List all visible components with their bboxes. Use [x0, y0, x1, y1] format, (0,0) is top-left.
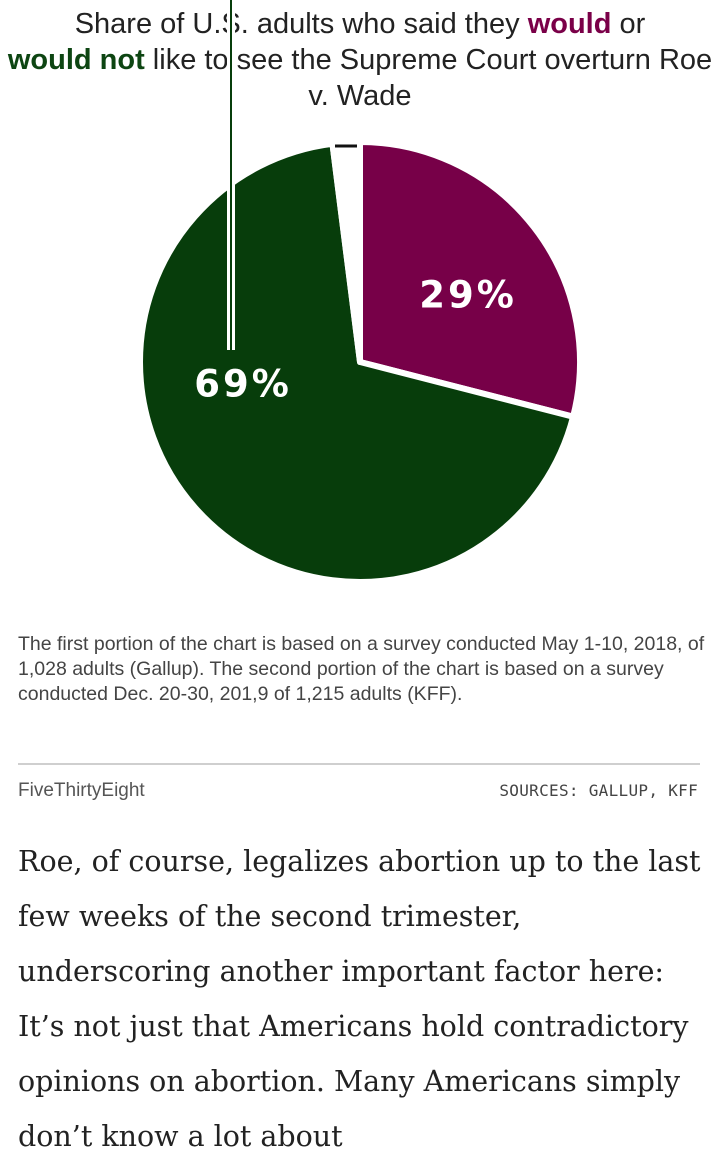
pie-chart: 29% 69% — [137, 0, 583, 585]
pie-slice-would — [357, 139, 583, 420]
chart-title: Share of U.S. adults who said they would… — [0, 6, 720, 114]
title-would: would — [527, 8, 612, 40]
pie-label-would: 29% — [419, 274, 517, 317]
article-paragraph: Roe, of course, legalizes abortion up to… — [18, 845, 701, 1153]
chart-note: The first portion of the chart is based … — [18, 633, 705, 705]
pie-slices — [137, 139, 583, 585]
title-part-1: Share of U.S. adults who said they — [74, 8, 528, 40]
title-part-2: or — [611, 8, 646, 40]
sources-credit: SOURCES: GALLUP, KFF — [499, 781, 698, 800]
pie-labels: 29% 69% — [194, 274, 517, 406]
title-part-3: like to see the Supreme Court overturn R… — [144, 44, 713, 112]
pie-slice-would-not — [137, 140, 577, 585]
brand-logo: FiveThirtyEight — [18, 780, 145, 801]
footer-divider — [18, 763, 700, 765]
title-would-not: would not — [7, 44, 145, 76]
pie-label-would-not: 69% — [194, 363, 292, 406]
pie-slice-no-answer — [329, 139, 363, 365]
